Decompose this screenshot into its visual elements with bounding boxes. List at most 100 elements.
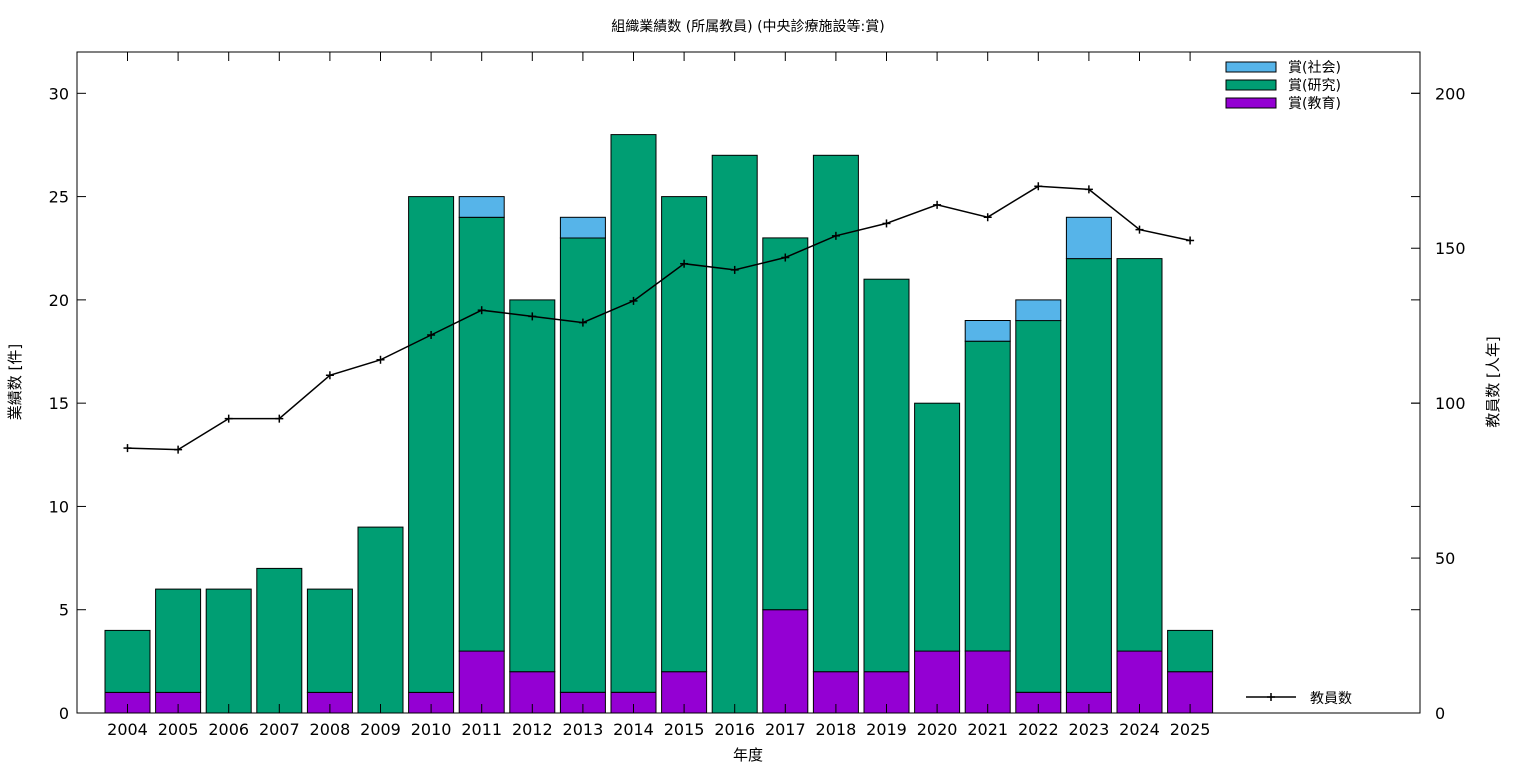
- bar-research-2005: [155, 588, 202, 693]
- bar-research-2010: [408, 196, 455, 693]
- y-tick-label-20: 20: [49, 291, 69, 310]
- faculty-count-point-2016: [730, 265, 739, 274]
- y2-tick-label-100: 100: [1435, 394, 1466, 413]
- faculty-count-point-2023: [1084, 185, 1093, 194]
- legend-swatch-education: [1225, 97, 1277, 109]
- y2-tick-label-0: 0: [1435, 704, 1445, 723]
- faculty-count-point-2021: [983, 213, 992, 222]
- bar-research-2017: [762, 237, 809, 611]
- x-tick-label-2022: 2022: [1018, 720, 1059, 739]
- legend-item-society: 賞(社会): [1225, 60, 1341, 76]
- x-tick-label-2009: 2009: [360, 720, 401, 739]
- bar-research-2021: [964, 340, 1011, 652]
- legend-item-research: 賞(研究): [1225, 78, 1341, 94]
- bar-research-2012: [509, 299, 556, 673]
- x-tick-label-2020: 2020: [917, 720, 958, 739]
- faculty-count-point-2005: [174, 445, 183, 454]
- bar-education-2017: [762, 609, 809, 714]
- faculty-count-point-2012: [528, 312, 537, 321]
- legend: 賞(社会) 賞(研究) 賞(教育) 教員数: [1225, 60, 1352, 707]
- x-tick-label-2007: 2007: [259, 720, 300, 739]
- legend-label-society: 賞(社会): [1288, 60, 1341, 76]
- x-tick-label-2021: 2021: [967, 720, 1008, 739]
- y-tick-label-10: 10: [49, 497, 69, 516]
- bars-layer: [104, 134, 1214, 714]
- bar-society-2021: [964, 320, 1011, 342]
- bar-education-2011: [458, 650, 505, 714]
- bar-research-2009: [357, 526, 404, 714]
- faculty-count-point-2015: [680, 259, 689, 268]
- x-tick-label-2005: 2005: [158, 720, 199, 739]
- faculty-count-point-2004: [123, 444, 132, 453]
- y2-tick-label-50: 50: [1435, 549, 1455, 568]
- faculty-count-point-2025: [1186, 236, 1195, 245]
- x-tick-label-2010: 2010: [411, 720, 452, 739]
- legend-item-education: 賞(教育): [1225, 96, 1341, 112]
- x-tick-label-2011: 2011: [461, 720, 502, 739]
- bar-society-2013: [559, 216, 606, 239]
- x-tick-label-2018: 2018: [816, 720, 857, 739]
- plot-frame: [76, 51, 1421, 714]
- bar-research-2013: [559, 237, 606, 693]
- x-tick-label-2025: 2025: [1170, 720, 1211, 739]
- bar-education-2020: [914, 650, 961, 714]
- legend-item-faculty-count: 教員数: [1246, 691, 1352, 707]
- faculty-count-point-2019: [882, 219, 891, 228]
- bar-research-2011: [458, 216, 505, 652]
- x-tick-label-2016: 2016: [714, 720, 755, 739]
- bar-research-2019: [863, 278, 910, 673]
- bar-research-2025: [1167, 629, 1214, 673]
- x-tick-label-2012: 2012: [512, 720, 553, 739]
- faculty-count-point-2007: [275, 414, 284, 423]
- x-axis-label: 年度: [733, 746, 763, 764]
- faculty-count-point-2022: [1034, 182, 1043, 191]
- bar-research-2004: [104, 629, 151, 693]
- bar-society-2023: [1065, 216, 1112, 260]
- bar-education-2024: [1116, 650, 1163, 714]
- legend-swatch-society: [1225, 61, 1277, 73]
- faculty-count-point-2013: [578, 318, 587, 327]
- bar-research-2024: [1116, 258, 1163, 652]
- x-tick-label-2015: 2015: [664, 720, 705, 739]
- faculty-count-point-2010: [427, 330, 436, 339]
- x-tick-label-2019: 2019: [866, 720, 907, 739]
- bar-research-2007: [256, 567, 303, 714]
- faculty-count-point-2024: [1135, 225, 1144, 234]
- y2-tick-label-200: 200: [1435, 84, 1466, 103]
- y-tick-label-30: 30: [49, 84, 69, 103]
- bar-research-2008: [306, 588, 353, 693]
- bar-research-2020: [914, 402, 961, 652]
- bar-research-2016: [711, 154, 758, 714]
- line-layer: [123, 182, 1195, 454]
- bar-education-2021: [964, 650, 1011, 714]
- y-tick-label-25: 25: [49, 188, 69, 207]
- faculty-count-point-2020: [933, 200, 942, 209]
- faculty-count-point-2014: [629, 296, 638, 305]
- x-tick-label-2024: 2024: [1119, 720, 1160, 739]
- y-tick-label-5: 5: [59, 601, 69, 620]
- faculty-count-point-2008: [325, 371, 334, 380]
- faculty-count-point-2017: [781, 253, 790, 262]
- y-axis-label: 業績数 [件]: [6, 344, 24, 420]
- bar-research-2022: [1015, 320, 1062, 693]
- bar-research-2023: [1065, 258, 1112, 693]
- x-tick-label-2008: 2008: [310, 720, 351, 739]
- faculty-count-point-2006: [224, 414, 233, 423]
- legend-label-education: 賞(教育): [1288, 96, 1341, 112]
- chart-title: 組織業績数 (所属教員) (中央診療施設等:賞): [611, 18, 884, 35]
- bar-research-2006: [205, 588, 252, 714]
- faculty-count-point-2009: [376, 355, 385, 364]
- x-tick-label-2004: 2004: [107, 720, 148, 739]
- x-tick-label-2013: 2013: [563, 720, 604, 739]
- faculty-count-line: [127, 185, 1191, 451]
- bar-research-2014: [610, 134, 657, 693]
- legend-label-research: 賞(研究): [1288, 78, 1341, 94]
- faculty-count-point-2011: [477, 306, 486, 315]
- x-tick-label-2006: 2006: [208, 720, 249, 739]
- y2-tick-label-150: 150: [1435, 239, 1466, 258]
- x-tick-label-2017: 2017: [765, 720, 806, 739]
- y2-axis-label: 教員数 [人年]: [1484, 336, 1502, 427]
- y-tick-label-15: 15: [49, 394, 69, 413]
